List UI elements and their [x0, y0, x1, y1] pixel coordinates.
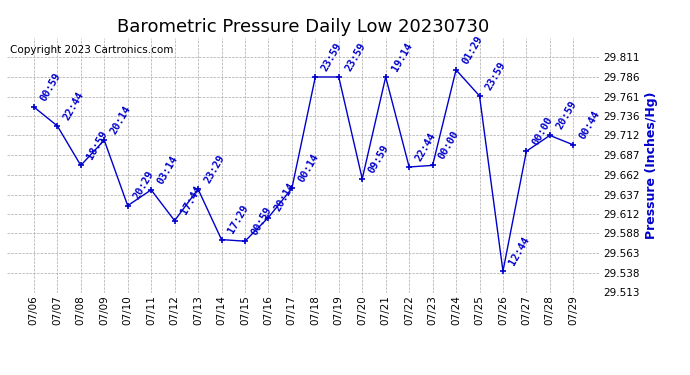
Text: 23:59: 23:59 [319, 41, 344, 73]
Text: 23:59: 23:59 [343, 41, 367, 73]
Text: 17:29: 17:29 [226, 203, 250, 236]
Text: Copyright 2023 Cartronics.com: Copyright 2023 Cartronics.com [10, 45, 173, 55]
Text: 18:59: 18:59 [85, 129, 109, 161]
Text: 20:29: 20:29 [132, 170, 156, 201]
Text: 00:14: 00:14 [296, 152, 320, 184]
Text: 20:14: 20:14 [273, 181, 297, 213]
Y-axis label: Pressure (Inches/Hg): Pressure (Inches/Hg) [645, 91, 658, 239]
Text: 23:29: 23:29 [202, 153, 226, 185]
Text: 20:14: 20:14 [108, 104, 132, 136]
Text: 22:44: 22:44 [413, 131, 437, 163]
Text: 01:29: 01:29 [460, 34, 484, 66]
Text: 03:14: 03:14 [155, 154, 179, 186]
Text: 17:44: 17:44 [179, 184, 203, 216]
Text: 09:59: 09:59 [366, 142, 391, 175]
Text: 00:00: 00:00 [437, 129, 461, 161]
Text: 20:59: 20:59 [554, 99, 578, 131]
Text: 22:44: 22:44 [61, 90, 86, 122]
Text: 23:59: 23:59 [484, 60, 508, 92]
Text: 19:14: 19:14 [390, 41, 414, 73]
Text: 00:59: 00:59 [38, 71, 62, 103]
Text: 00:59: 00:59 [249, 205, 273, 237]
Text: 00:00: 00:00 [531, 115, 555, 147]
Text: 00:44: 00:44 [578, 109, 602, 141]
Text: 12:44: 12:44 [507, 235, 531, 267]
Title: Barometric Pressure Daily Low 20230730: Barometric Pressure Daily Low 20230730 [117, 18, 490, 36]
